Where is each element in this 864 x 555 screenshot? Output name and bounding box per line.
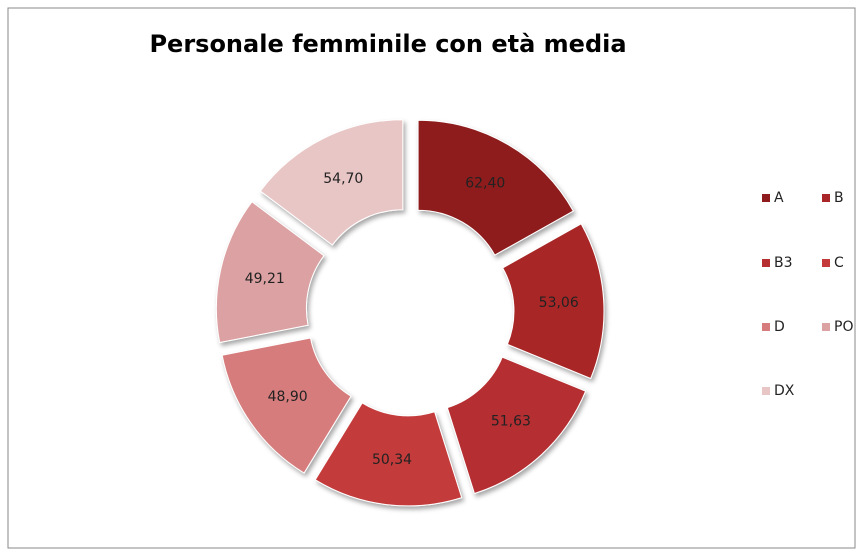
doughnut-segment [502, 223, 605, 380]
legend-swatch [762, 259, 770, 267]
legend-swatch [762, 323, 770, 331]
legend-label: D [774, 319, 785, 335]
data-label: 54,70 [323, 171, 363, 187]
legend-label: C [834, 255, 844, 271]
doughnut-segment [314, 402, 463, 507]
doughnut-segment [215, 201, 325, 344]
data-label: 62,40 [465, 175, 505, 191]
legend-swatch [822, 259, 830, 267]
legend-label: PO [834, 319, 853, 335]
doughnut-segment [417, 119, 574, 256]
legend-label: DX [774, 383, 795, 399]
legend-label: A [774, 190, 784, 206]
legend-swatch [822, 323, 830, 331]
chart-title: Personale femminile con età media [149, 30, 626, 58]
doughnut-segment [446, 356, 587, 495]
data-label: 50,34 [372, 452, 412, 468]
data-label: 51,63 [491, 414, 531, 430]
legend-swatch [762, 194, 770, 202]
data-label: 53,06 [539, 295, 579, 311]
data-label: 49,21 [245, 271, 285, 287]
legend-swatch [822, 194, 830, 202]
doughnut-segment [259, 119, 404, 246]
doughnut-segment [221, 337, 352, 474]
legend-swatch [762, 387, 770, 395]
legend-label: B [834, 190, 844, 206]
data-label: 48,90 [268, 389, 308, 405]
legend-label: B3 [774, 255, 793, 271]
